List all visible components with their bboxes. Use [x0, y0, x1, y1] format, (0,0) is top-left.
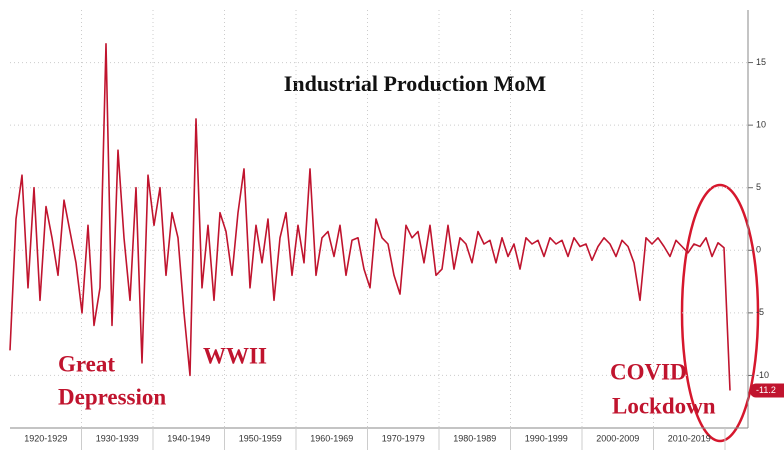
annotation: WWII — [203, 343, 267, 368]
annotation: Great — [58, 351, 115, 376]
x-tick-label: 1940-1949 — [167, 433, 210, 443]
x-tick-label: 1920-1929 — [24, 433, 67, 443]
y-tick-label: 10 — [756, 120, 766, 130]
annotation: Depression — [58, 384, 166, 409]
chart-title: Industrial Production MoM — [284, 71, 547, 96]
x-tick-label: 1930-1939 — [96, 433, 139, 443]
y-tick-label: -5 — [756, 307, 764, 317]
x-tick-label: 1950-1959 — [239, 433, 282, 443]
plot: -10 -5 0 5 10 15 1920-1929 1930-1939 1940-1949 19… — [9, 10, 784, 450]
x-tick-label: 1980-1989 — [453, 433, 496, 443]
y-tick-label: 15 — [756, 57, 766, 67]
last-value-label: -11.2 — [756, 385, 776, 395]
x-tick-label: 1970-1979 — [382, 433, 425, 443]
annotation: Lockdown — [612, 393, 716, 418]
x-tick-label: 1960-1969 — [310, 433, 353, 443]
line-series — [9, 43, 731, 391]
x-tick-label: 2000-2009 — [596, 433, 639, 443]
annotation: COVID — [610, 359, 687, 384]
y-tick-label: -10 — [756, 370, 769, 380]
y-tick-label: 5 — [756, 182, 761, 192]
last-value-tag — [750, 383, 784, 398]
y-tick-label: 0 — [756, 245, 761, 255]
x-tick-label: 1990-1999 — [525, 433, 568, 443]
x-tick-label: 2010-2019 — [668, 433, 711, 443]
